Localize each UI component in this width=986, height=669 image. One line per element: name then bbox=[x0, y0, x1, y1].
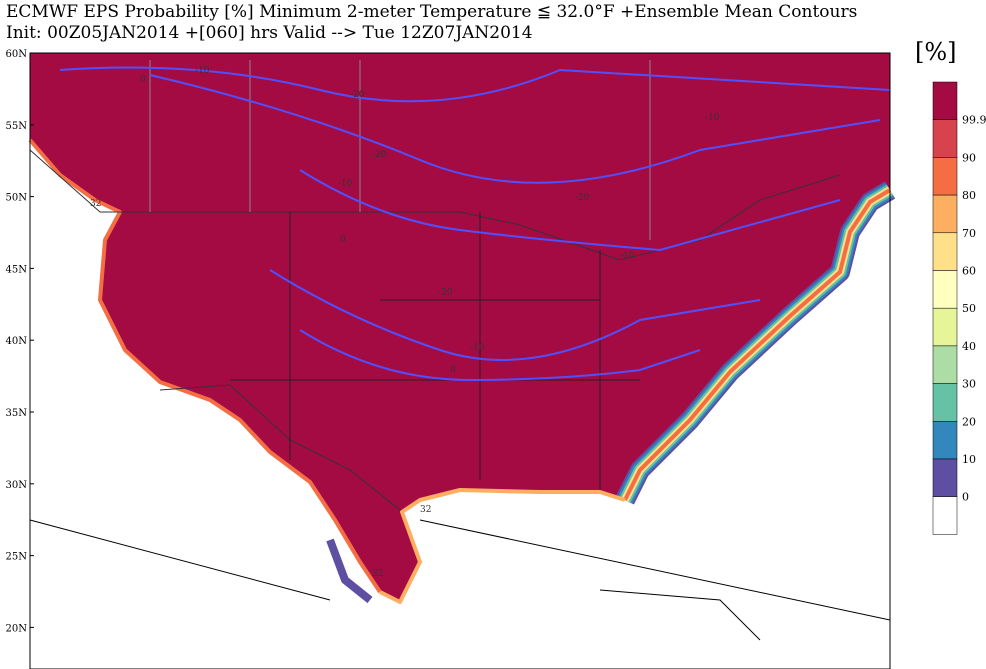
colorbar-label: 20 bbox=[962, 415, 976, 428]
contour-label: -10 bbox=[705, 113, 720, 123]
colorbar-label: 99.9 bbox=[962, 114, 986, 127]
lat-label: 20N bbox=[6, 623, 28, 634]
colorbar-label: 70 bbox=[962, 227, 976, 240]
contour-label: -10 bbox=[195, 66, 210, 76]
contour-label: -20 bbox=[438, 288, 453, 298]
colorbar-unit: [%] bbox=[915, 38, 957, 66]
contour-label: -20 bbox=[350, 90, 365, 100]
band bbox=[379, 488, 626, 604]
contour-label: 32 bbox=[420, 505, 431, 515]
contour-label: 32 bbox=[372, 569, 383, 579]
colorbar-swatch bbox=[932, 270, 958, 309]
contour-label: -20 bbox=[575, 193, 590, 203]
colorbar-swatch bbox=[932, 81, 958, 120]
colorbar-label: 10 bbox=[962, 453, 976, 466]
colorbar-swatch bbox=[932, 232, 958, 271]
contour-label: -10 bbox=[338, 179, 353, 189]
colorbar-label: 30 bbox=[962, 378, 976, 391]
lat-label: 55N bbox=[6, 121, 28, 132]
contour-line bbox=[269, 269, 761, 361]
lat-label: 45N bbox=[6, 264, 28, 275]
contour-label: -10 bbox=[470, 343, 485, 353]
title-line-1: ECMWF EPS Probability [%] Minimum 2-mete… bbox=[6, 2, 857, 22]
contours bbox=[59, 66, 891, 382]
map: 0 -10 -20 -20 -10 -20 -10 0 -20 -10 -10 0 32 32 32 bbox=[28, 52, 896, 669]
colorbar-swatch bbox=[932, 496, 958, 535]
lat-label: 50N bbox=[6, 193, 28, 204]
colorbar-swatch bbox=[932, 345, 958, 384]
lat-label: 30N bbox=[6, 480, 28, 491]
below-threshold-area bbox=[30, 140, 890, 669]
lat-label: 25N bbox=[6, 552, 28, 563]
colorbar-swatch bbox=[932, 421, 958, 460]
contour-label: 32 bbox=[90, 199, 101, 209]
colorbar-label: 50 bbox=[962, 302, 976, 315]
colorbar-swatch bbox=[932, 458, 958, 497]
colorbar-swatch bbox=[932, 383, 958, 422]
colorbar: 99.9 90 80 70 60 50 40 30 20 10 0 bbox=[932, 81, 986, 535]
colorbar-label: 0 bbox=[962, 491, 969, 504]
colorbar-swatch bbox=[932, 157, 958, 196]
band bbox=[623, 188, 892, 501]
colorbar-swatch bbox=[932, 307, 958, 347]
lat-label: 40N bbox=[6, 336, 28, 347]
colorbar-swatch bbox=[932, 119, 958, 158]
colorbar-swatch bbox=[932, 194, 958, 234]
contour-line bbox=[149, 74, 881, 184]
province-line bbox=[149, 60, 651, 240]
band bbox=[326, 538, 373, 604]
title-line-2: Init: 00Z05JAN2014 +[060] hrs Valid --> … bbox=[6, 23, 533, 43]
coastal-gradient bbox=[28, 138, 896, 604]
colorbar-label: 90 bbox=[962, 151, 976, 164]
contour-label: -20 bbox=[372, 150, 387, 160]
contour-label: -10 bbox=[620, 251, 635, 261]
contour-line bbox=[299, 329, 701, 382]
lat-label: 60N bbox=[6, 49, 28, 60]
colorbar-label: 80 bbox=[962, 189, 976, 202]
colorbar-label: 40 bbox=[962, 340, 976, 353]
coast-line bbox=[29, 519, 891, 641]
latitude-labels: 60N 55N 50N 45N 40N 35N 30N 25N 20N bbox=[6, 49, 34, 634]
contour-label: 0 bbox=[340, 235, 346, 245]
contour-line bbox=[59, 66, 891, 103]
contour-label: 0 bbox=[450, 365, 456, 375]
contour-line bbox=[299, 169, 841, 252]
contour-label: 0 bbox=[140, 75, 146, 85]
map-frame bbox=[29, 52, 891, 669]
state-line bbox=[230, 212, 640, 490]
lat-label: 35N bbox=[6, 408, 28, 419]
colorbar-label: 60 bbox=[962, 265, 976, 278]
band bbox=[28, 138, 382, 594]
